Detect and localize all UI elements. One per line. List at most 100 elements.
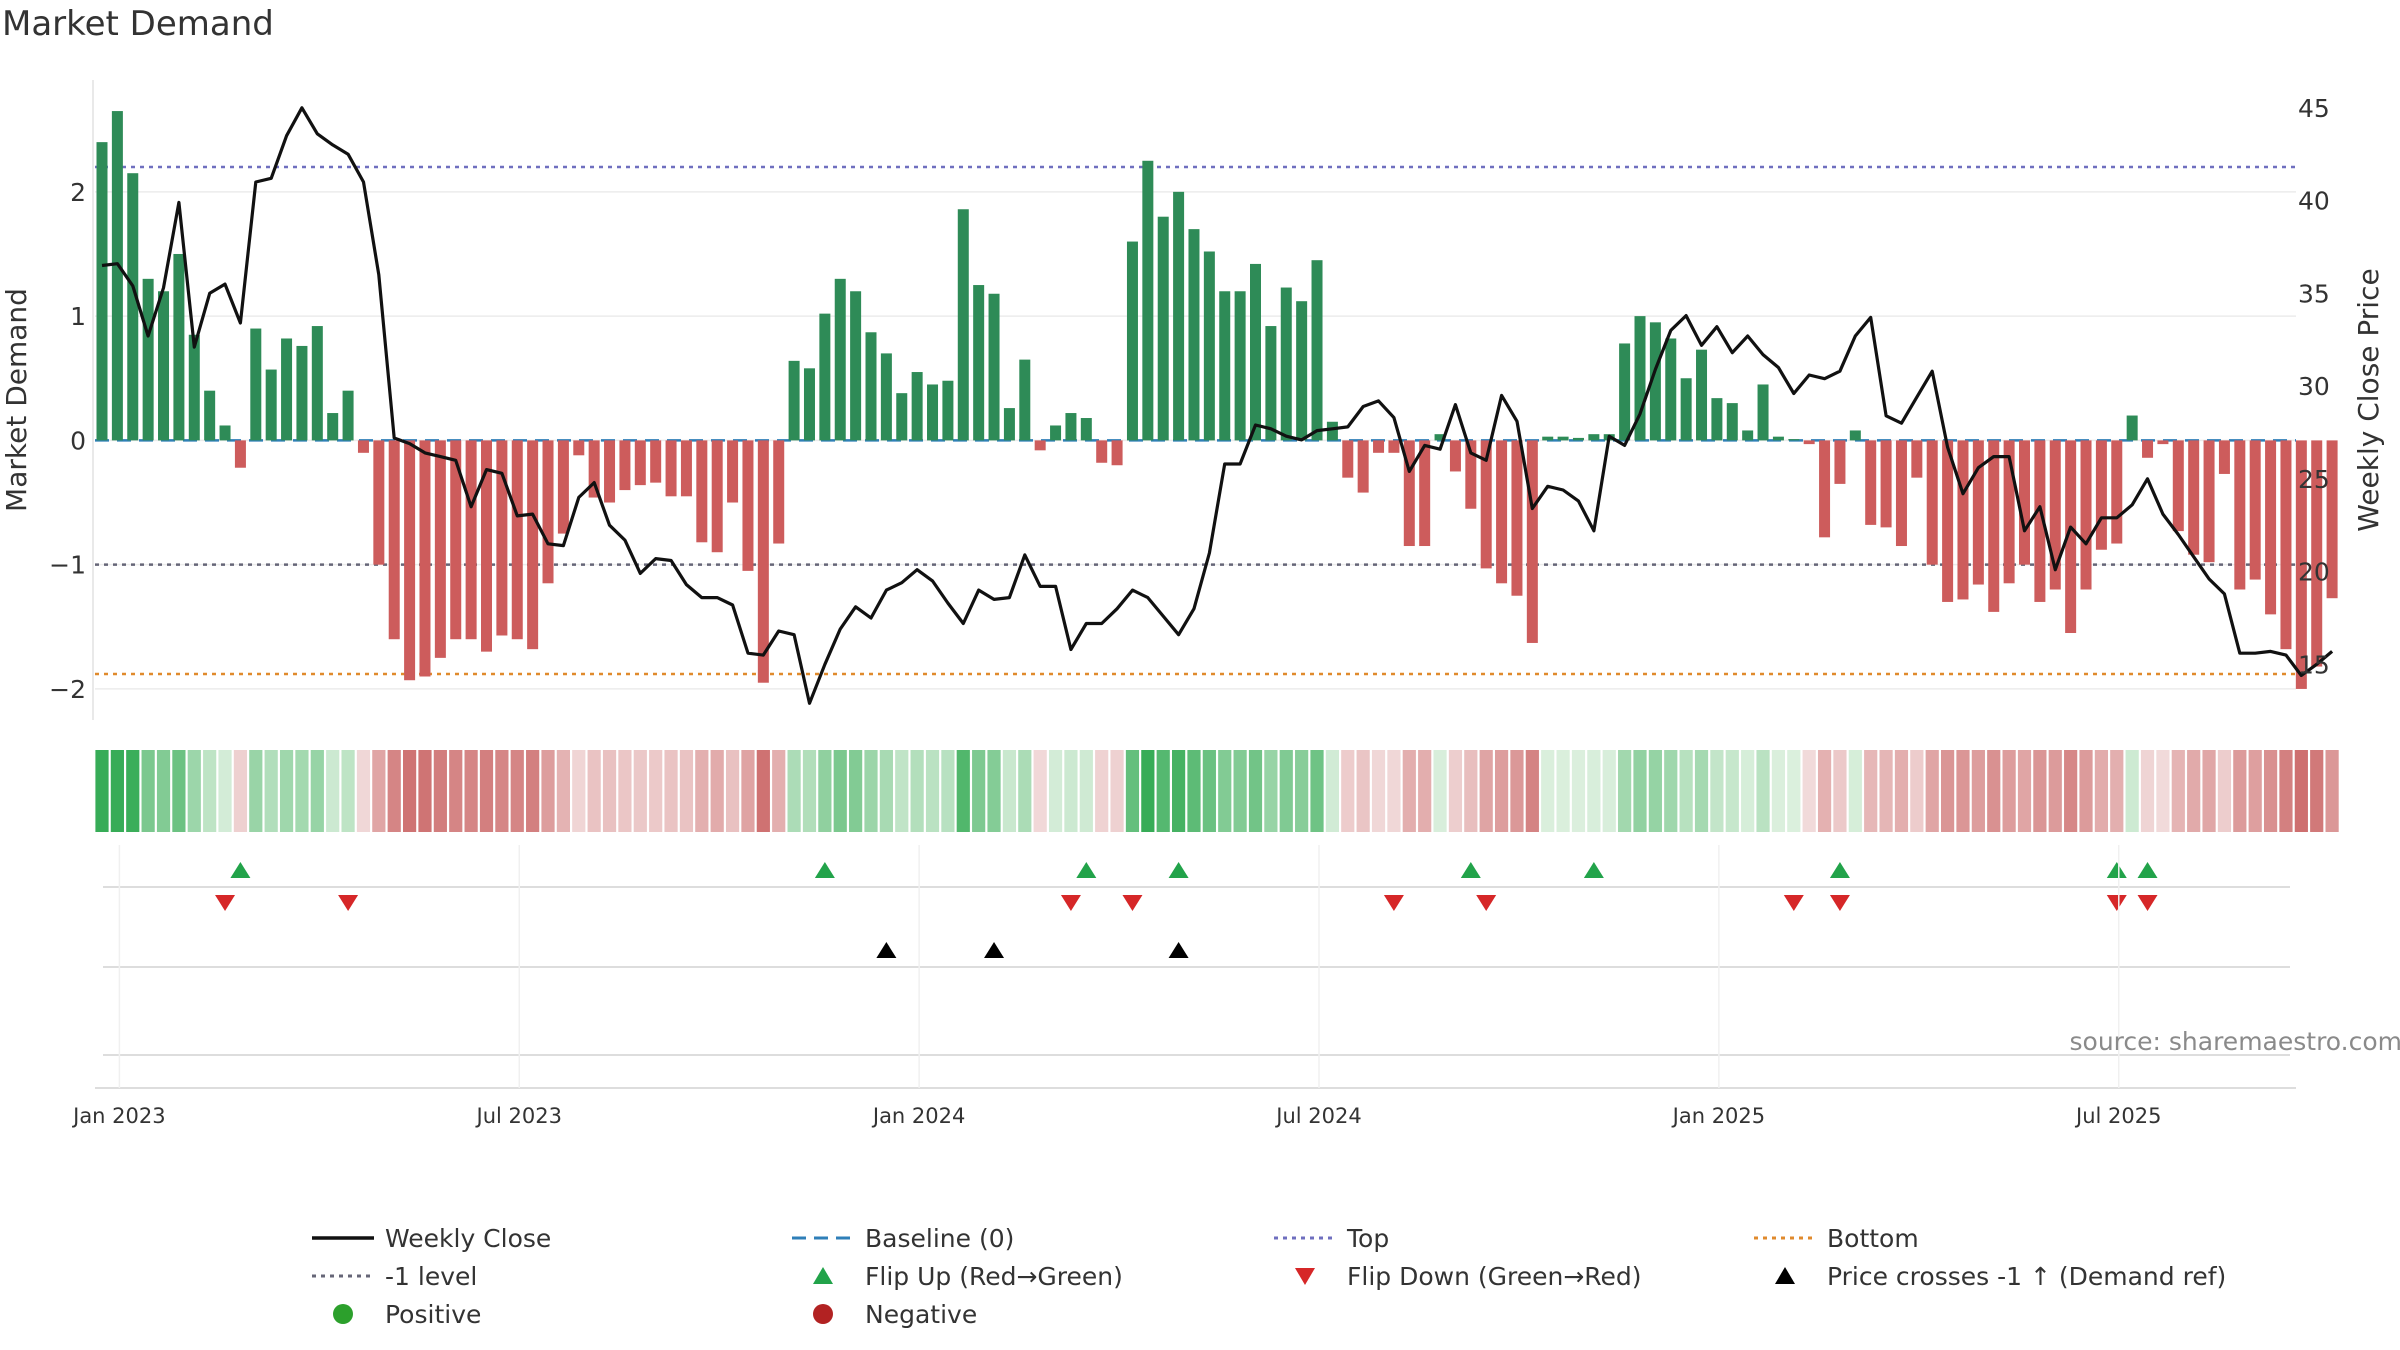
strip-cell: [1679, 750, 1693, 832]
negative-demand-bar: [773, 440, 785, 544]
flip-down-marker: [1829, 895, 1850, 911]
negative-demand-bar: [1911, 440, 1923, 478]
strip-cell: [2048, 750, 2062, 832]
strip-cell: [1879, 750, 1893, 832]
strip-cell: [1095, 750, 1109, 832]
positive-demand-bar: [1696, 349, 1708, 441]
strip-cell: [1910, 750, 1924, 832]
strip-cell: [1710, 750, 1724, 832]
strip-cell: [479, 750, 494, 832]
legend-positive-dot-icon: [333, 1304, 353, 1324]
strip-cell: [2233, 750, 2247, 832]
strip-cell: [1002, 750, 1017, 832]
date-tick-label: Jul 2023: [475, 1104, 562, 1128]
negative-demand-bar: [511, 440, 523, 640]
strip-cell: [95, 750, 109, 832]
positive-demand-bar: [788, 360, 800, 441]
strip-cell: [710, 750, 724, 832]
strip-cell: [2294, 750, 2308, 832]
positive-demand-bar: [219, 425, 231, 441]
right-tick-label: 40: [2298, 187, 2330, 216]
negative-demand-bar: [1880, 440, 1892, 528]
strip-cell: [1433, 750, 1447, 832]
positive-demand-bar: [1280, 287, 1292, 441]
flip-up-marker: [230, 862, 251, 878]
strip-cell: [2217, 750, 2232, 832]
negative-demand-bar: [1496, 440, 1508, 584]
negative-demand-bar: [1465, 440, 1477, 509]
positive-demand-bar: [1173, 191, 1185, 441]
strip-cell: [249, 750, 263, 832]
negative-demand-bar: [2203, 440, 2215, 563]
right-axis-title: Weekly Close Price: [2352, 268, 2385, 531]
positive-demand-bar: [988, 293, 1000, 441]
strip-cell: [156, 750, 171, 832]
negative-demand-bar: [1419, 440, 1431, 547]
negative-demand-bar: [2080, 440, 2092, 590]
positive-demand-bar: [1126, 241, 1138, 441]
strip-cell: [1510, 750, 1524, 832]
negative-demand-bar: [1819, 440, 1831, 538]
positive-demand-bar: [250, 328, 262, 441]
strip-cell: [1325, 750, 1339, 832]
strip-cell: [141, 750, 155, 832]
negative-demand-bar: [1388, 440, 1400, 453]
strip-cell: [403, 750, 417, 832]
negative-demand-bar: [2034, 440, 2046, 602]
strip-cell: [2171, 750, 2185, 832]
flip-down-marker: [2137, 895, 2158, 911]
strip-cell: [1110, 750, 1124, 832]
negative-demand-bar: [1988, 440, 2000, 612]
right-tick-label: 45: [2298, 94, 2330, 123]
positive-demand-bar: [158, 291, 170, 441]
positive-demand-bar: [942, 380, 954, 441]
positive-demand-bar: [1788, 439, 1800, 441]
strip-cell: [1387, 750, 1401, 832]
negative-demand-bar: [357, 440, 369, 453]
strip-cell: [679, 750, 694, 832]
legend-label: Weekly Close: [385, 1224, 551, 1253]
flip-up-marker: [2137, 862, 2158, 878]
positive-demand-bar: [204, 390, 216, 441]
strip-cell: [633, 750, 647, 832]
flip-down-marker: [1122, 895, 1143, 911]
date-axis: Jan 2023 Jul 2023 Jan 2024 Jul 2024 Jan 2025…: [71, 845, 2296, 1128]
negative-demand-bar: [1034, 440, 1046, 451]
negative-demand-bar: [2019, 440, 2030, 565]
strip-cell: [556, 750, 570, 832]
strip-cell: [772, 750, 786, 832]
strip-cell: [879, 750, 893, 832]
legend-flip-down-icon: [1295, 1268, 1315, 1285]
strip-cell: [1494, 750, 1509, 832]
strip-cell: [1218, 750, 1232, 832]
strip-cell: [2202, 750, 2216, 832]
signal-markers: [103, 862, 2290, 1056]
source-label: source: sharemaestro.com: [2070, 1027, 2400, 1056]
negative-demand-bar: [527, 440, 539, 650]
negative-demand-bar: [2003, 440, 2015, 584]
positive-demand-bar: [188, 334, 200, 441]
positive-demand-bar: [1849, 430, 1861, 441]
date-tick-label: Jul 2025: [2074, 1104, 2161, 1128]
legend-label: Bottom: [1827, 1224, 1919, 1253]
negative-demand-bar: [496, 440, 508, 636]
negative-demand-bar: [1403, 440, 1415, 547]
legend-label: Negative: [865, 1300, 977, 1329]
negative-demand-bar: [604, 440, 616, 503]
strip-cell: [2002, 750, 2016, 832]
negative-demand-bar: [404, 440, 416, 681]
negative-demand-bar: [1803, 440, 1815, 445]
strip-cell: [1756, 750, 1770, 832]
strip-cell: [1864, 750, 1878, 832]
strip-cell: [1018, 750, 1032, 832]
negative-demand-bar: [680, 440, 692, 497]
positive-demand-bar: [342, 390, 354, 441]
strip-cell: [372, 750, 386, 832]
positive-demand-bar: [1542, 436, 1554, 441]
strip-cell: [756, 750, 770, 832]
positive-demand-bar: [127, 173, 139, 441]
positive-demand-bar: [1619, 343, 1631, 441]
flip-up-marker: [2106, 862, 2127, 878]
strip-cell: [956, 750, 970, 832]
strip-cell: [1956, 750, 1970, 832]
